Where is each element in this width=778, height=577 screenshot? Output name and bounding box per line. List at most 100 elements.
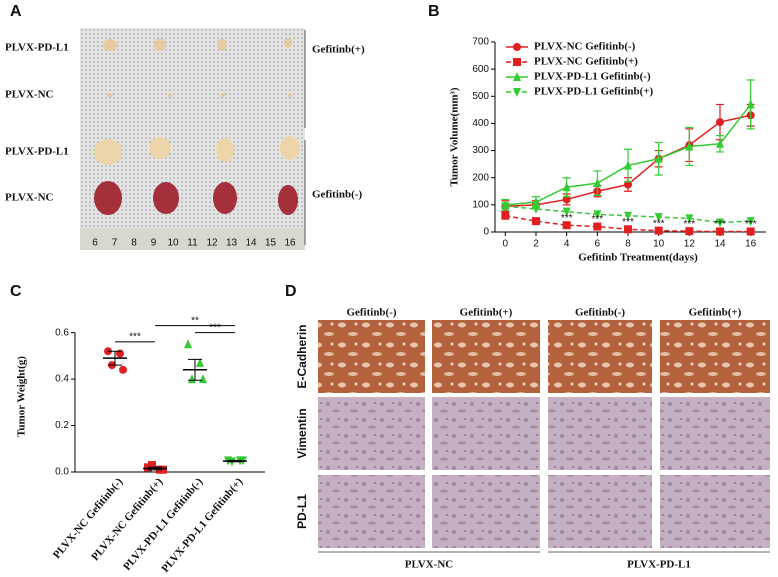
group-label: Gefitinb(-) [312, 189, 362, 201]
y-tick-label: 0.4 [55, 374, 69, 385]
ruler-number: 11 [187, 238, 198, 249]
marker [532, 204, 540, 214]
significance: *** [653, 218, 665, 229]
marker [501, 202, 510, 212]
photo [80, 28, 305, 250]
row-label: PLVX-NC [5, 89, 54, 101]
x-tick-label: 0 [503, 239, 509, 250]
marker [746, 99, 755, 109]
y-tick-label: 0.0 [55, 467, 69, 478]
marker [746, 227, 755, 236]
ruler-number: 13 [226, 238, 238, 249]
significance: *** [683, 219, 695, 230]
marker [624, 180, 632, 189]
marker [685, 141, 694, 151]
y-tick-label: 300 [472, 145, 489, 156]
legend-label: PLVX-NC Gefitinb(-) [534, 41, 636, 53]
marker [716, 138, 724, 148]
x-tick-label: 2 [533, 239, 539, 250]
legend-label: PLVX-PD-L1 Gefitinb(+) [534, 86, 654, 98]
column-label: Gefitinb(-) [575, 307, 625, 319]
marker [188, 374, 196, 384]
x-tick-label: 12 [684, 239, 696, 250]
ihc-image [318, 475, 425, 548]
column-label: Gefitinb(+) [689, 307, 742, 319]
marker [654, 153, 663, 163]
tumors [94, 38, 300, 215]
row-label: E-Cadherin [295, 324, 309, 388]
x-tick-label: PLVX-PD-L1 Gefitinb(+) [159, 476, 245, 575]
ihc-image [318, 320, 425, 393]
ihc-image [660, 320, 770, 393]
ruler-number: 9 [151, 238, 157, 249]
marker [159, 465, 167, 474]
marker [562, 207, 571, 217]
marker [501, 211, 510, 220]
marker [593, 210, 602, 220]
legend-label: PLVX-PD-L1 Gefitinb(-) [534, 71, 651, 83]
ihc-image [548, 475, 652, 548]
y-tick-label: 0.6 [55, 327, 69, 338]
group-label: PLVX-PD-L1 [627, 559, 691, 571]
marker [199, 374, 207, 384]
significance: *** [561, 213, 573, 224]
ruler-number: 7 [112, 238, 118, 249]
marker [654, 213, 663, 223]
ihc-image [432, 320, 540, 393]
comparison-label: *** [209, 322, 221, 333]
marker [513, 58, 521, 66]
marker [562, 182, 571, 192]
group-label: Gefitinb(+) [312, 44, 365, 56]
y-tick-label: 600 [472, 64, 489, 75]
marker [532, 197, 540, 207]
marker [148, 461, 156, 470]
y-axis-title: Tumor Weight(g) [16, 356, 28, 437]
panel-letter: A [10, 3, 22, 20]
panel-a [80, 28, 306, 250]
marker [562, 195, 571, 204]
marker [716, 218, 724, 228]
y-tick-label: 200 [472, 172, 489, 183]
ruler-number: 8 [131, 238, 137, 249]
x-tick-label: 6 [595, 239, 601, 250]
column-label: Gefitinb(-) [346, 307, 396, 319]
row-label: PD-L1 [295, 494, 309, 529]
significance: *** [591, 214, 603, 225]
marker [746, 217, 755, 227]
ruler-number: 14 [245, 238, 257, 249]
sem-bar [108, 350, 122, 366]
ihc-image [318, 397, 425, 470]
significance: *** [745, 219, 757, 230]
marker [513, 43, 521, 51]
ihc-image [432, 475, 540, 548]
ruler-number: 6 [92, 238, 98, 249]
ihc-image [660, 475, 770, 548]
comparison-label: *** [129, 332, 141, 343]
column-label: Gefitinb(+) [460, 307, 513, 319]
ihc-image [660, 397, 770, 470]
ruler-number: 15 [265, 238, 277, 249]
marker [685, 227, 694, 236]
y-tick-label: 500 [472, 91, 489, 102]
ihc-image [432, 397, 540, 470]
x-tick-label: 16 [745, 239, 757, 250]
marker [624, 225, 632, 234]
marker [654, 226, 663, 235]
marker [532, 217, 540, 226]
x-tick-label: 14 [714, 239, 726, 250]
ruler-number: 12 [206, 238, 218, 249]
x-axis-title: Gefitinb Treatment(days) [578, 252, 698, 264]
marker [513, 72, 521, 81]
legend-label: PLVX-NC Gefitinb(+) [534, 56, 638, 68]
x-tick-label: PLVX-NC Gefitinb(-) [51, 476, 126, 562]
sem-bar [148, 466, 162, 471]
significance: *** [622, 217, 634, 228]
ruler-number: 10 [167, 238, 179, 249]
y-tick-label: 700 [472, 37, 489, 48]
y-tick-label: 0 [483, 227, 489, 238]
x-tick-label: PLVX-PD-L1 Gefitinb(-) [121, 476, 205, 573]
marker [196, 357, 204, 367]
marker [513, 88, 521, 97]
marker [562, 221, 571, 230]
